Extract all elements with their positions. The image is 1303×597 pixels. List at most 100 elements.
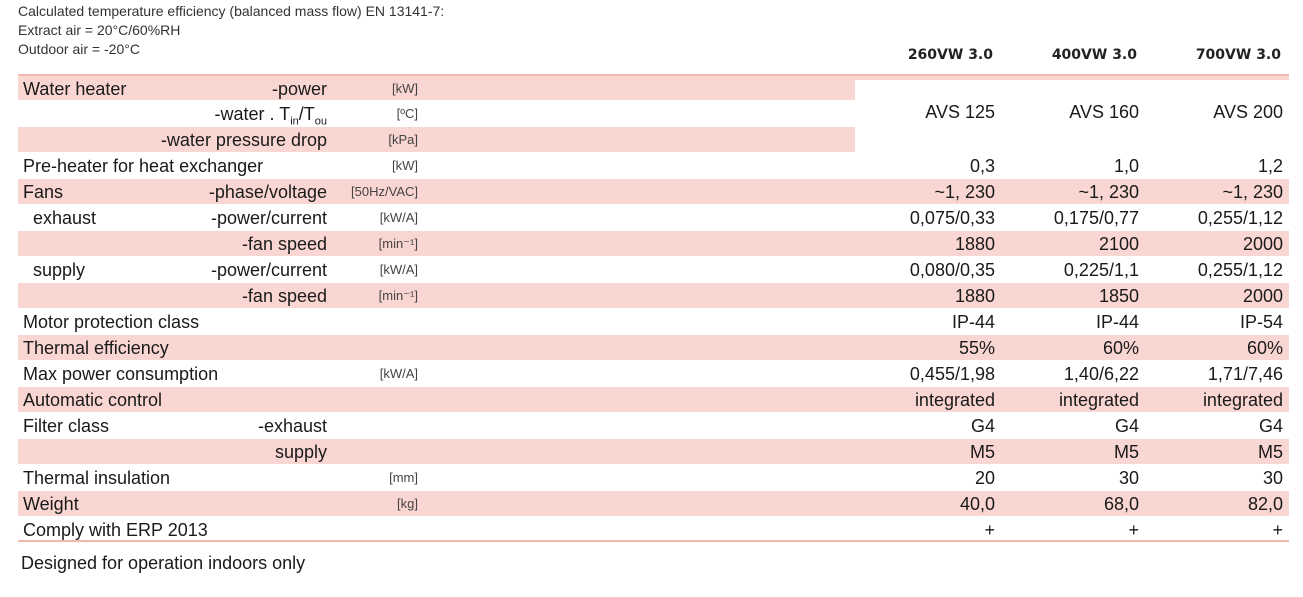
row-value-700: + (1272, 520, 1283, 540)
row-value-260: 20 (974, 468, 995, 488)
table-row: Weight [kg] 40,0 68,0 82,0 (18, 490, 1289, 516)
row-value-260: 1880 (954, 286, 995, 306)
table-row: Max power consumption [kW/A] 0,455/1,98 1,4… (18, 360, 1289, 386)
row-unit: [min⁻¹] (378, 236, 418, 251)
row-value-700: 60% (1246, 338, 1283, 358)
row-value-260: G4 (970, 416, 995, 436)
row-unit: [mm] (389, 470, 418, 485)
row-unit: [kPa] (388, 132, 418, 147)
row-label: Thermal insulation (23, 468, 171, 488)
row-unit: [kW/A] (379, 366, 418, 381)
row-label: Thermal efficiency (23, 338, 169, 358)
row-value-400: M5 (1113, 442, 1139, 462)
row-value-700: 1,71/7,46 (1207, 364, 1283, 384)
table-row: Thermal insulation [mm] 20 30 30 (18, 464, 1289, 490)
row-label: Automatic control (23, 390, 163, 410)
row-sub-label: -water pressure drop (160, 130, 327, 150)
row-value-260: M5 (969, 442, 995, 462)
row-value-400: 60% (1102, 338, 1139, 358)
spec-table: Water heater -power [kW] -water . Tin/To… (18, 74, 1289, 542)
row-value-700: 2000 (1242, 234, 1283, 254)
row-sub-label: -fan speed (241, 286, 327, 306)
row-value-400: 30 (1118, 468, 1139, 488)
row-value-260: 0,075/0,33 (909, 208, 995, 228)
row-unit: [50Hz/VAC] (351, 184, 418, 199)
row-value-260: 40,0 (959, 494, 995, 514)
row-value-260: integrated (914, 390, 995, 410)
row-value-700: 0,255/1,12 (1197, 260, 1283, 280)
row-label: Filter class (23, 416, 110, 436)
row-unit: [kg] (397, 496, 418, 511)
row-label: Water heater (23, 79, 127, 99)
row-sub-label: -phase/voltage (208, 182, 327, 202)
water-heater-value-700: AVS 200 (1213, 102, 1283, 122)
row-label: Motor protection class (23, 312, 200, 332)
row-label: Pre-heater for heat exchanger (23, 156, 264, 176)
row-value-260: + (984, 520, 995, 540)
row-label: Comply with ERP 2013 (23, 520, 208, 540)
row-unit: [kW/A] (379, 262, 418, 277)
row-label: Fans (23, 182, 64, 202)
table-row: -fan speed [min⁻¹] 1880 2100 2000 (18, 230, 1289, 256)
row-value-400: 1,40/6,22 (1063, 364, 1139, 384)
table-row: Pre-heater for heat exchanger [kW] 0,3 1,0 1… (18, 152, 1289, 178)
row-value-700: 1,2 (1257, 156, 1283, 176)
row-value-260: 0,3 (969, 156, 995, 176)
row-unit: [ºC] (396, 106, 418, 121)
row-value-700: M5 (1257, 442, 1283, 462)
table-row: Filter class -exhaust G4 G4 G4 (18, 412, 1289, 438)
row-value-400: 0,225/1,1 (1063, 260, 1139, 280)
row-value-400: ~1, 230 (1078, 182, 1139, 202)
row-value-700: IP-54 (1239, 312, 1283, 332)
table-row: -fan speed [min⁻¹] 1880 1850 2000 (18, 282, 1289, 308)
row-label: exhaust (23, 208, 97, 228)
row-sub-label: -power (271, 79, 327, 99)
table-row: Thermal efficiency 55% 60% 60% (18, 334, 1289, 360)
row-value-700: ~1, 230 (1222, 182, 1283, 202)
header-line-2: Extract air = 20°C/60%RH (18, 22, 181, 38)
header-line-3: Outdoor air = -20°C (18, 41, 140, 57)
row-value-260: 0,080/0,35 (909, 260, 995, 280)
table-row: Fans -phase/voltage [50Hz/VAC] ~1, 230 ~1, 2… (18, 178, 1289, 204)
row-value-400: + (1128, 520, 1139, 540)
table-row: exhaust -power/current [kW/A] 0,075/0,33 0,1… (18, 204, 1289, 230)
water-heater-value-400: AVS 160 (1069, 102, 1139, 122)
row-value-400: IP-44 (1095, 312, 1139, 332)
table-row: Automatic control integrated integrated int… (18, 386, 1289, 412)
row-value-260: 55% (958, 338, 995, 358)
header-line-1: Calculated temperature efficiency (balan… (18, 3, 445, 19)
water-heater-value-260: AVS 125 (925, 102, 995, 122)
row-value-260: ~1, 230 (934, 182, 995, 202)
footer-note: Designed for operation indoors only (21, 553, 306, 573)
row-sub-label: -fan speed (241, 234, 327, 254)
row-value-700: 30 (1262, 468, 1283, 488)
row-sub-label: supply (274, 442, 327, 462)
row-value-400: 68,0 (1103, 494, 1139, 514)
model-header-260: 260VW 3.0 (907, 47, 993, 63)
row-value-400: 1,0 (1113, 156, 1139, 176)
table-row: -water . Tin/Tou [ºC] (18, 100, 1289, 128)
water-heater-values-box (855, 80, 1289, 152)
row-sub-label: -water . Tin/Tou (214, 104, 328, 128)
table-body: Pre-heater for heat exchanger [kW] 0,3 1,0 1… (18, 152, 1289, 542)
table-row: supply M5 M5 M5 (18, 438, 1289, 464)
row-sub-label: -exhaust (257, 416, 327, 436)
row-value-400: integrated (1058, 390, 1139, 410)
row-value-700: G4 (1258, 416, 1283, 436)
row-sub-label: -power/current (210, 208, 327, 228)
row-value-400: 1850 (1098, 286, 1139, 306)
table-row: Motor protection class IP-44 IP-44 IP-54 (18, 308, 1289, 334)
row-unit: [kW] (392, 81, 418, 96)
row-value-700: 2000 (1242, 286, 1283, 306)
row-value-260: IP-44 (951, 312, 995, 332)
table-row: Comply with ERP 2013 + + + (18, 516, 1289, 542)
row-value-260: 0,455/1,98 (909, 364, 995, 384)
row-label: Max power consumption (23, 364, 219, 384)
row-unit: [min⁻¹] (378, 288, 418, 303)
row-label: supply (23, 260, 86, 280)
table-row: supply -power/current [kW/A] 0,080/0,35 0,22… (18, 256, 1289, 282)
model-header-700: 700VW 3.0 (1195, 47, 1281, 63)
row-value-260: 1880 (954, 234, 995, 254)
row-value-700: 0,255/1,12 (1197, 208, 1283, 228)
row-value-700: integrated (1202, 390, 1283, 410)
